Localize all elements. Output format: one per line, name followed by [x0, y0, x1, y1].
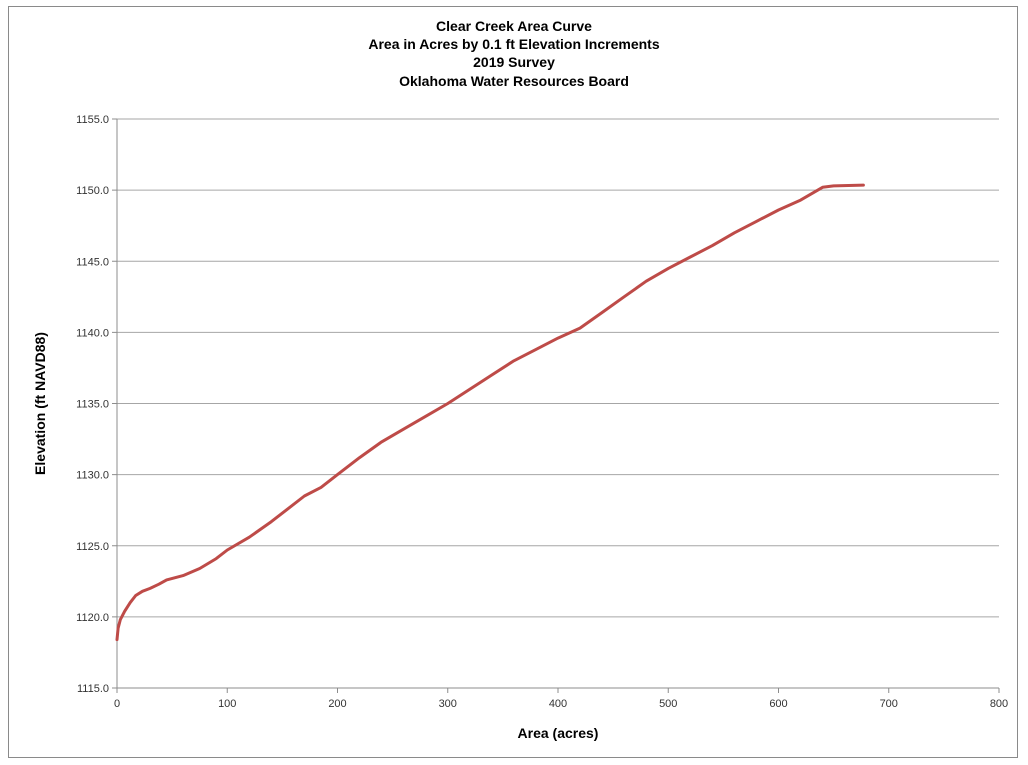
y-tick-label: 1145.0: [76, 256, 109, 268]
chart-title: Clear Creek Area Curve Area in Acres by 0…: [368, 18, 659, 89]
title-line-2: Area in Acres by 0.1 ft Elevation Increm…: [368, 36, 659, 52]
area-curve-chart: Clear Creek Area Curve Area in Acres by 0…: [32, 18, 1008, 741]
x-tick-label: 800: [990, 698, 1008, 710]
title-line-1: Clear Creek Area Curve: [436, 18, 592, 34]
x-tick-label: 0: [114, 698, 120, 710]
y-tick-label: 1150.0: [76, 185, 109, 197]
x-tick-label: 400: [549, 698, 567, 710]
gridlines: [117, 118, 999, 618]
series-line-1: [115, 183, 865, 642]
y-tick-label: 1130.0: [76, 470, 109, 482]
y-tick-label: 1140.0: [76, 327, 109, 339]
x-tick-label: 300: [439, 698, 457, 710]
x-tick-label: 700: [880, 698, 898, 710]
y-tick-label: 1120.0: [76, 612, 109, 624]
x-tick-label: 500: [659, 698, 677, 710]
y-tick-label: 1125.0: [76, 541, 109, 553]
y-tick-label: 1155.0: [76, 114, 109, 126]
y-axis-label: Elevation (ft NAVD88): [32, 332, 48, 475]
y-tick-label: 1115.0: [77, 683, 109, 695]
series-group: [115, 183, 865, 642]
title-line-3: 2019 Survey: [473, 54, 555, 70]
chart-frame: Clear Creek Area Curve Area in Acres by 0…: [8, 6, 1018, 758]
x-tick-label: 100: [218, 698, 236, 710]
y-axis-ticks: 1115.0 1120.0 1125.0 1130.0 1135.0 1140.0 1145…: [76, 114, 117, 695]
y-tick-label: 1135.0: [76, 399, 109, 411]
x-axis-label: Area (acres): [518, 725, 599, 741]
title-line-4: Oklahoma Water Resources Board: [399, 73, 629, 89]
x-tick-label: 600: [769, 698, 787, 710]
x-axis-ticks: 0 100 200 300 400 500 600 700 800: [114, 688, 1008, 710]
x-tick-label: 200: [328, 698, 346, 710]
